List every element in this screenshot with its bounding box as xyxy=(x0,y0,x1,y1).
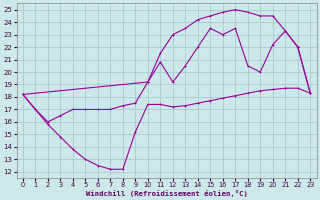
X-axis label: Windchill (Refroidissement éolien,°C): Windchill (Refroidissement éolien,°C) xyxy=(86,190,248,197)
